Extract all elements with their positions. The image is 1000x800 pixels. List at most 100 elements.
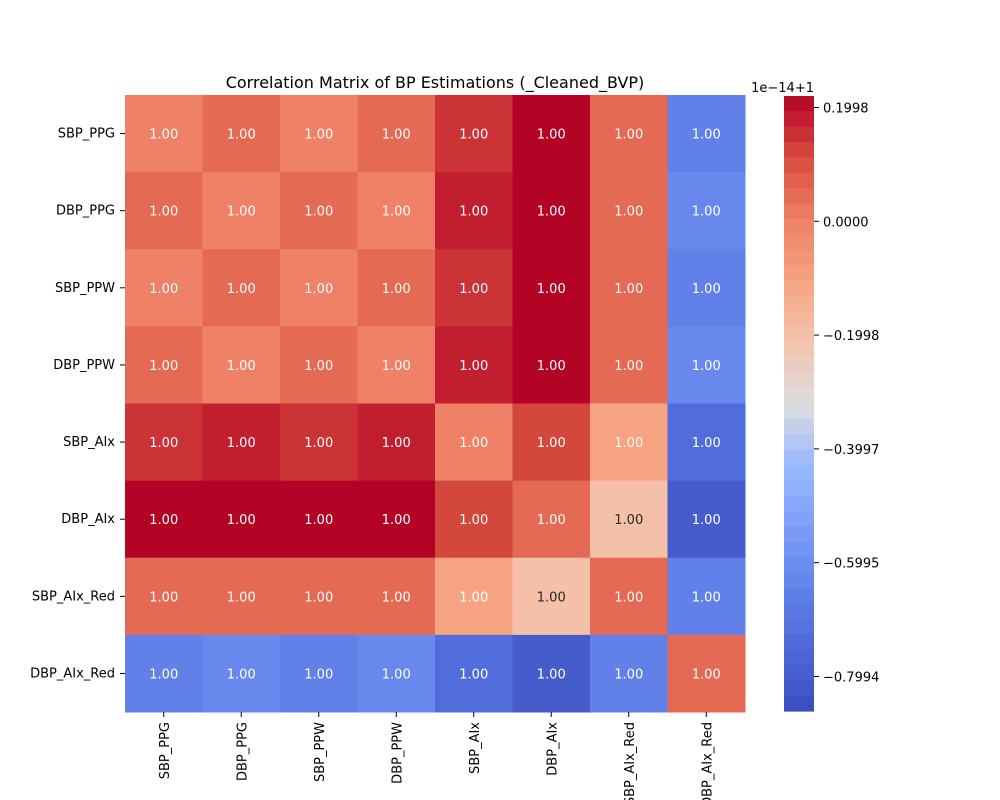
- row-labels: SBP_PPG DBP_PPG SBP_PPW DBP_PPW SBP_AIx DBP_A…: [30, 127, 125, 681]
- row-label: DBP_AIx: [61, 512, 115, 527]
- row-label: DBP_PPW: [53, 358, 115, 373]
- cell-value-label: 1.00: [227, 667, 256, 682]
- row-label: SBP_AIx: [63, 435, 115, 450]
- heatmap-cell: [357, 480, 436, 559]
- cell-value-label: 1.00: [304, 282, 333, 297]
- colorbar-tick-label: 0.0000: [823, 215, 869, 230]
- cell-value-label: 1.00: [382, 436, 411, 451]
- colorbar-segment: [784, 664, 814, 681]
- heatmap-cell: [125, 249, 203, 327]
- heatmap-cell: [435, 557, 513, 636]
- colorbar-segment: [784, 249, 814, 266]
- heatmap-cell: [435, 95, 513, 173]
- cell-value-label: 1.00: [459, 359, 488, 374]
- cell-value-label: 1.00: [227, 128, 256, 143]
- colorbar-segment: [784, 526, 814, 543]
- heatmap-cell: [125, 172, 203, 250]
- cell-value-label: 1.00: [614, 436, 643, 451]
- heatmap-cell: [667, 249, 746, 327]
- cell-value-label: 1.00: [537, 513, 566, 528]
- column-label: DBP_AIx_Red: [700, 722, 715, 800]
- cell-value-label: 1.00: [149, 667, 178, 682]
- cell-value-label: 1.00: [692, 590, 721, 605]
- row-label: SBP_AIx_Red: [32, 589, 115, 604]
- cell-value-label: 1.00: [614, 359, 643, 374]
- column-label: DBP_PPW: [390, 722, 405, 784]
- cell-value-label: 1.00: [614, 205, 643, 220]
- heatmap-cell: [512, 326, 591, 404]
- cell-value-label: 1.00: [304, 667, 333, 682]
- cell-value-label: 1.00: [227, 513, 256, 528]
- heatmap-cell: [357, 249, 436, 327]
- cell-value-label: 1.00: [149, 359, 178, 374]
- row-label: SBP_PPW: [55, 281, 115, 296]
- heatmap-cell: [590, 480, 668, 559]
- cell-value-label: 1.00: [149, 436, 178, 451]
- colorbar-segment: [784, 357, 814, 374]
- colorbar-segment: [784, 495, 814, 512]
- cell-value-label: 1.00: [459, 205, 488, 220]
- heatmap-cell: [590, 634, 668, 713]
- colorbar-segment: [784, 680, 814, 697]
- cell-value-label: 1.00: [304, 359, 333, 374]
- colorbar-segment: [784, 634, 814, 651]
- heatmap-cell: [590, 95, 668, 173]
- cell-value-label: 1.00: [382, 282, 411, 297]
- column-label: SBP_PPW: [313, 722, 328, 782]
- cell-value-label: 1.00: [459, 590, 488, 605]
- cell-value-label: 1.00: [382, 513, 411, 528]
- colorbar-segment: [784, 434, 814, 451]
- colorbar-segment: [784, 418, 814, 435]
- heatmap-cell: [202, 95, 281, 173]
- cell-value-label: 1.00: [537, 282, 566, 297]
- heatmap-cell: [512, 95, 591, 173]
- colorbar-segment: [784, 695, 814, 712]
- heatmap-cell: [125, 557, 203, 636]
- heatmap-cell: [202, 634, 281, 713]
- heatmap-cell: [590, 403, 668, 482]
- colorbar: 0.1998 0.0000 −0.1998 −0.3997 −0.5995 −0.7994…: [751, 81, 879, 712]
- cell-value-label: 1.00: [692, 282, 721, 297]
- colorbar-segment: [784, 96, 814, 112]
- cell-value-label: 1.00: [382, 590, 411, 605]
- heatmap-cell: [280, 326, 358, 404]
- cell-value-label: 1.00: [304, 436, 333, 451]
- heatmap-cell: [357, 95, 436, 173]
- heatmap-cell: [667, 403, 746, 482]
- column-label: SBP_AIx_Red: [623, 722, 638, 800]
- colorbar-segment: [784, 649, 814, 666]
- cell-value-label: 1.00: [304, 513, 333, 528]
- colorbar-segment: [784, 557, 814, 574]
- cell-value-label: 1.00: [227, 436, 256, 451]
- cell-value-label: 1.00: [692, 667, 721, 682]
- cell-value-label: 1.00: [304, 205, 333, 220]
- colorbar-segment: [784, 403, 814, 420]
- cell-value-label: 1.00: [227, 282, 256, 297]
- heatmap-cell: [202, 326, 281, 404]
- colorbar-segment: [784, 541, 814, 558]
- heatmap-cell: [280, 557, 358, 636]
- heatmap-cell: [667, 172, 746, 250]
- cell-value-label: 1.00: [149, 128, 178, 143]
- cell-value-label: 1.00: [459, 513, 488, 528]
- cell-value-label: 1.00: [227, 359, 256, 374]
- chart-title: Correlation Matrix of BP Estimations (_C…: [226, 73, 645, 93]
- cell-value-label: 1.00: [149, 590, 178, 605]
- heatmap-cell: [590, 249, 668, 327]
- colorbar-segment: [784, 172, 814, 189]
- colorbar-segment: [784, 280, 814, 297]
- heatmap-cell: [202, 172, 281, 250]
- cell-value-label: 1.00: [459, 436, 488, 451]
- cell-value-label: 1.00: [459, 667, 488, 682]
- heatmap-cell: [512, 634, 591, 713]
- heatmap-cell: [590, 326, 668, 404]
- column-label: DBP_PPG: [235, 722, 250, 781]
- heatmap-cell: [202, 403, 281, 482]
- heatmap-cell: [435, 172, 513, 250]
- heatmap-cell: [202, 557, 281, 636]
- colorbar-segment: [784, 311, 814, 328]
- colorbar-segment: [784, 295, 814, 312]
- colorbar-tick-label: −0.7994: [823, 670, 879, 685]
- row-label: DBP_AIx_Red: [30, 666, 115, 681]
- heatmap-cell: [435, 634, 513, 713]
